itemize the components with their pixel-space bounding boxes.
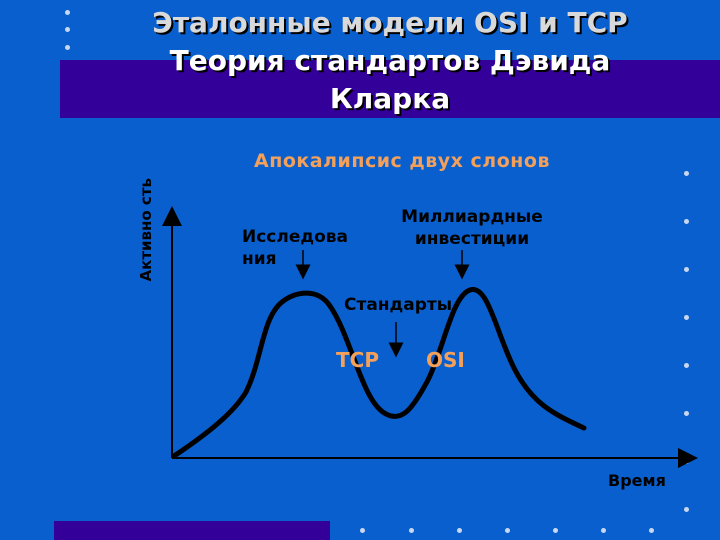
slide-title-line2: Теория стандартов Дэвида (169, 44, 611, 77)
annotation-billion-line1: Миллиардные (401, 207, 543, 227)
decor-dot (684, 315, 689, 320)
decor-dot (684, 507, 689, 512)
decor-dot (65, 45, 70, 50)
activity-curve (171, 287, 587, 459)
decor-dot (65, 10, 70, 15)
slide-title-line1: Эталонные модели OSI и TCP (152, 6, 628, 39)
decor-dot (553, 528, 558, 533)
decor-dot (684, 219, 689, 224)
slide-title-line3: Кларка (329, 82, 451, 115)
decor-dot (360, 528, 365, 533)
decor-dot (601, 528, 606, 533)
decor-dot (684, 267, 689, 272)
decor-dot (505, 528, 510, 533)
diagram-subtitle: Апокалипсис двух слонов (254, 150, 550, 172)
annotation-research: Исследова ния (242, 227, 349, 269)
decor-dot (409, 528, 414, 533)
title-band (60, 60, 720, 118)
annotation-billion: Миллиардные инвестиции (388, 206, 556, 250)
label-osi: OSI (426, 348, 465, 372)
decor-dot (649, 528, 654, 533)
decor-dot (457, 528, 462, 533)
decor-dot (684, 171, 689, 176)
decor-dot (684, 363, 689, 368)
annotation-standards: Стандарты (344, 295, 453, 315)
annotation-billion-line2: инвестиции (414, 229, 530, 249)
x-axis-label: Время (608, 471, 666, 490)
label-tcp: TCP (336, 348, 379, 372)
footer-band (54, 521, 330, 540)
decor-dot (684, 411, 689, 416)
decor-dot (65, 27, 70, 32)
